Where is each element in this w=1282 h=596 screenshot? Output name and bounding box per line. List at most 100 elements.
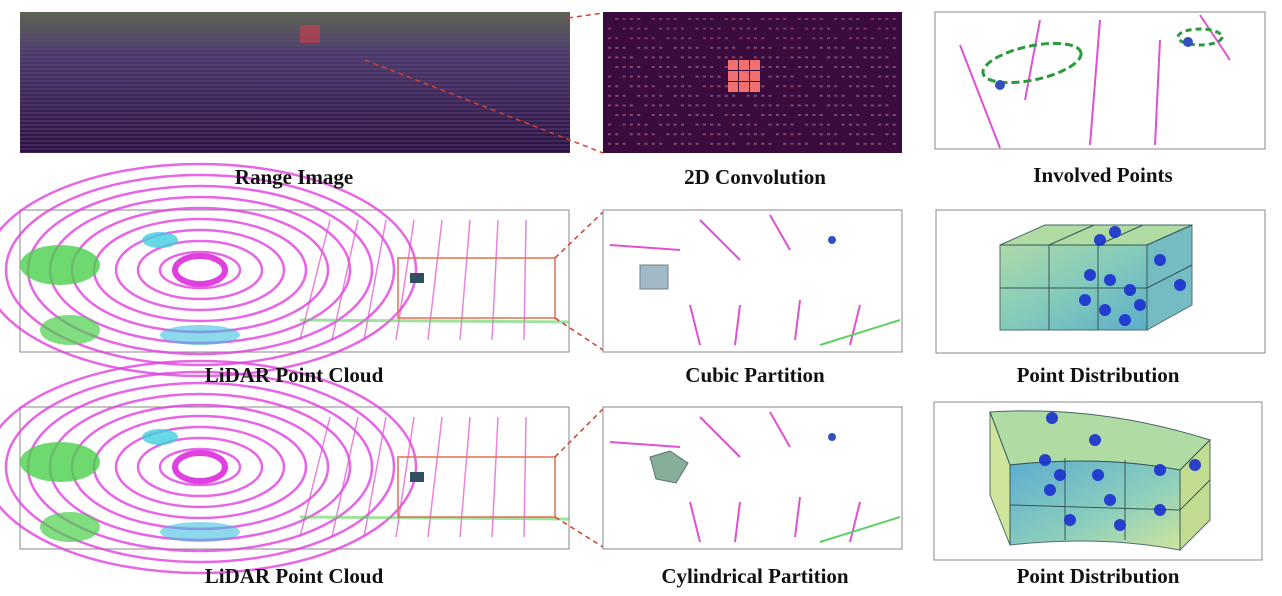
pixel — [790, 27, 794, 30]
pixel — [739, 123, 743, 126]
caption: Cylindrical Partition — [661, 564, 849, 588]
vegetation — [20, 245, 100, 285]
pixel — [870, 46, 874, 49]
pixel — [673, 133, 677, 136]
cyl-edge — [1179, 479, 1211, 511]
pixel — [673, 94, 677, 97]
cube-distribution — [935, 209, 1266, 354]
pixel — [885, 133, 889, 136]
scan-line — [1089, 19, 1101, 146]
pixel — [878, 66, 882, 68]
pixel — [608, 37, 611, 40]
pixel — [790, 46, 794, 49]
pixel — [827, 104, 830, 107]
ground — [819, 319, 901, 346]
pixel — [644, 104, 648, 107]
pixel — [805, 123, 809, 126]
pixel — [812, 18, 816, 20]
pixel — [717, 142, 721, 145]
pixel — [681, 46, 684, 49]
pixel — [615, 142, 619, 145]
ground — [299, 318, 570, 324]
pixel — [878, 123, 882, 126]
pixel — [805, 66, 809, 68]
pixel — [695, 142, 699, 145]
panel-frame — [602, 406, 903, 550]
pixel — [834, 85, 838, 88]
pixel — [629, 133, 633, 136]
kernel-cell — [728, 71, 738, 81]
pixel — [717, 85, 721, 88]
pixel — [695, 18, 699, 20]
object — [142, 429, 178, 445]
point — [1044, 484, 1056, 496]
pixel — [892, 133, 896, 136]
pixel — [702, 37, 706, 40]
pixel — [775, 104, 779, 107]
caption: Involved Points — [1033, 163, 1172, 187]
pixel — [688, 46, 692, 49]
pixel — [717, 75, 721, 78]
kernel-cell — [728, 82, 738, 92]
pixel — [892, 37, 896, 40]
captions: Range Image 2D Convolution Involved Poin… — [205, 163, 1180, 588]
pixel — [629, 37, 633, 40]
pixel — [608, 123, 611, 126]
zoom-box — [397, 456, 556, 518]
pixel — [797, 56, 801, 59]
pixel — [615, 94, 619, 97]
scan-line — [699, 219, 741, 261]
pixel — [739, 18, 743, 20]
pixel — [724, 56, 728, 59]
pixel — [629, 56, 633, 59]
pixel — [856, 123, 860, 126]
caption: Point Distribution — [1017, 363, 1180, 387]
pixel — [666, 27, 670, 30]
pixel — [856, 142, 860, 145]
kernel-cell — [739, 71, 749, 81]
pixel — [629, 27, 633, 30]
pixel — [746, 37, 750, 40]
pixel — [892, 123, 896, 126]
pixel — [878, 104, 882, 107]
pixel — [819, 142, 823, 145]
pixel — [688, 104, 692, 107]
pixel — [797, 104, 801, 107]
pixel — [856, 18, 860, 20]
scan-line — [769, 411, 791, 448]
pixel — [827, 133, 830, 136]
pixel — [688, 94, 692, 97]
point — [1174, 279, 1186, 291]
pixel — [702, 75, 706, 78]
pixel — [629, 18, 633, 20]
pixel — [819, 123, 823, 126]
point — [1104, 274, 1116, 286]
scan-line — [699, 416, 741, 458]
pixel — [819, 37, 823, 40]
pixel — [732, 114, 736, 116]
pixel — [885, 56, 889, 59]
kernel-cell — [750, 60, 760, 70]
pixel — [775, 85, 779, 88]
pixel — [834, 56, 838, 59]
pixel — [644, 27, 648, 30]
pixel — [783, 85, 787, 88]
pixel — [805, 27, 809, 30]
pixel — [724, 114, 728, 116]
pixel — [673, 46, 677, 49]
object — [1183, 37, 1193, 47]
pixel — [841, 94, 845, 97]
scan-line — [609, 244, 681, 251]
pixel — [659, 104, 663, 107]
pixel — [608, 133, 611, 136]
pixel — [878, 56, 882, 59]
cube-side — [1146, 224, 1193, 331]
pixel — [651, 133, 655, 136]
pixel — [834, 142, 838, 145]
pixel — [819, 46, 823, 49]
pixel — [724, 18, 728, 20]
pixel — [739, 114, 743, 116]
scan-line — [794, 299, 801, 341]
pixel — [790, 94, 794, 97]
object — [142, 232, 178, 248]
